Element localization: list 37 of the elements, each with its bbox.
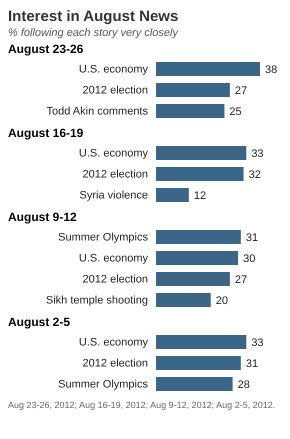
data-label: 28 xyxy=(238,378,250,391)
text: August 2-5 xyxy=(8,315,72,329)
y-tick-label: Summer Olympics xyxy=(58,378,148,390)
bar xyxy=(156,251,238,265)
data-label: 30 xyxy=(243,252,256,265)
y-tick-label: Sikh temple shooting xyxy=(46,294,148,306)
bar xyxy=(156,272,230,286)
bar xyxy=(156,230,241,244)
y-tick-label: U.S. economy xyxy=(78,63,148,76)
y-tick-label: Summer Olympics xyxy=(58,231,148,244)
data-label: 32 xyxy=(248,168,261,181)
text: August 16-19 xyxy=(8,126,84,140)
y-tick-label: U.S. economy xyxy=(78,147,148,160)
bar xyxy=(156,293,211,307)
data-label: 27 xyxy=(234,84,248,97)
y-tick-label: 2012 election xyxy=(82,357,148,370)
data-label: 20 xyxy=(216,294,228,307)
data-label: 27 xyxy=(234,274,248,286)
y-tick-label: U.S. economy xyxy=(78,252,148,264)
data-label: 12 xyxy=(194,190,206,202)
y-tick-label: 2012 election xyxy=(82,168,148,180)
text: % following each story very closely xyxy=(8,27,180,39)
y-tick-label: Todd Akin comments xyxy=(46,105,148,118)
data-label: 33 xyxy=(251,336,264,349)
y-tick-label: 2012 election xyxy=(82,84,148,96)
text: Interest in August News xyxy=(8,8,180,25)
data-label: 31 xyxy=(246,232,258,244)
text: August 23-26 xyxy=(8,42,84,56)
text: Aug 23-26, 2012; Aug 16-19, 2012; Aug 9-12, 2012; Aug 2-5, 2012. xyxy=(8,400,276,410)
data-label: 33 xyxy=(251,148,264,160)
text: August 9-12 xyxy=(8,210,78,224)
y-tick-label: 2012 election xyxy=(82,273,148,286)
y-tick-label: Syria violence xyxy=(80,189,148,202)
y-tick-label: U.S. economy xyxy=(78,336,148,348)
data-label: 38 xyxy=(265,64,278,76)
data-label: 31 xyxy=(246,358,258,370)
data-label: 25 xyxy=(229,106,242,118)
